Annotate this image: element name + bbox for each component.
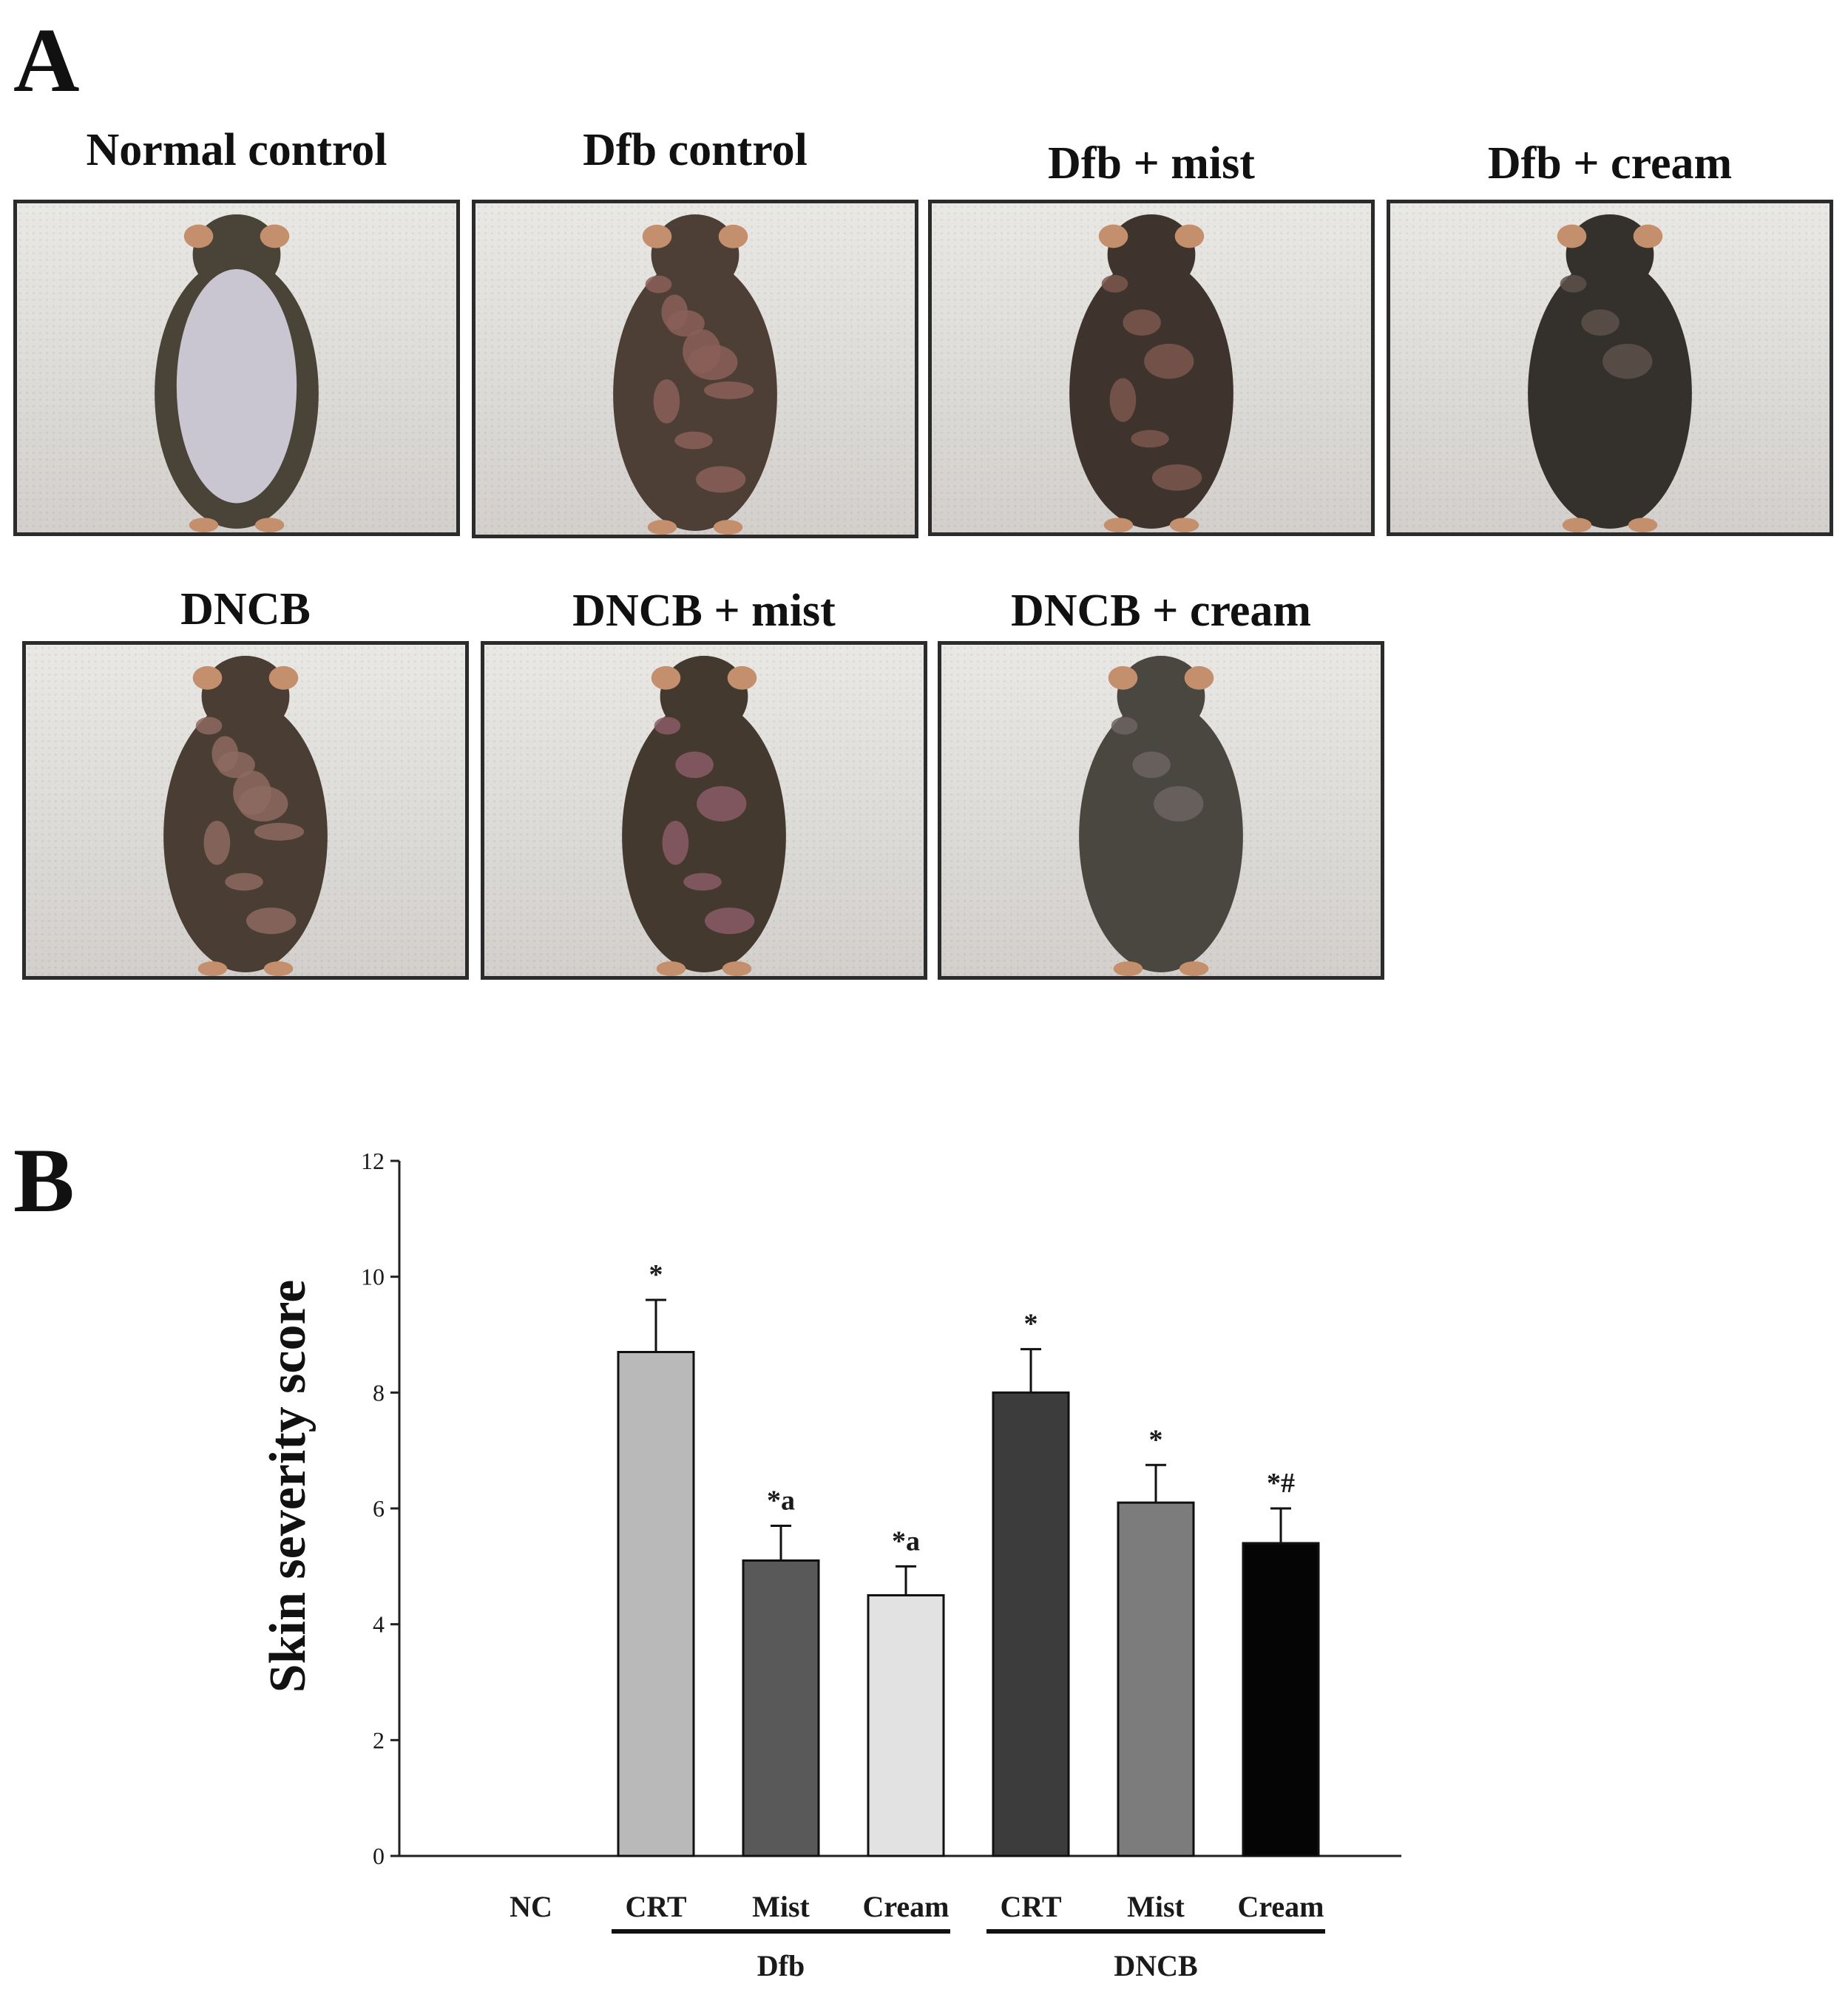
mouse-photo-normal-control xyxy=(13,200,460,536)
photo-title-dfb-cream: Dfb + cream xyxy=(1487,138,1733,189)
y-tick-label: 0 xyxy=(373,1843,385,1869)
y-tick-label: 10 xyxy=(361,1264,385,1290)
photo-title-dncb-mist: DNCB + mist xyxy=(572,586,836,636)
significance-label: *a xyxy=(892,1525,920,1556)
mouse-photo-dfb-control xyxy=(472,200,918,538)
y-tick-label: 8 xyxy=(373,1379,385,1406)
x-tick-label: Cream xyxy=(863,1890,950,1923)
mouse-photo-dncb xyxy=(22,641,469,980)
bar xyxy=(1242,1542,1320,1857)
x-tick-label: CRT xyxy=(625,1890,686,1923)
photo-title-dfb-control: Dfb control xyxy=(583,125,808,175)
photo-title-normal-control: Normal control xyxy=(86,125,387,175)
y-tick-label: 6 xyxy=(373,1495,385,1522)
photo-title-dfb-mist: Dfb + mist xyxy=(1048,138,1255,189)
x-tick-label: NC xyxy=(510,1890,552,1923)
panel-a-label: A xyxy=(13,10,80,111)
y-tick-label: 2 xyxy=(373,1727,385,1753)
group-label: DNCB xyxy=(1114,1949,1197,1982)
panel-b-label: B xyxy=(13,1130,75,1231)
bar xyxy=(742,1559,820,1857)
significance-label: *a xyxy=(767,1485,795,1517)
bar xyxy=(867,1594,945,1857)
mouse-photo-dfb-mist xyxy=(928,200,1375,536)
significance-label: *# xyxy=(1267,1468,1295,1499)
bar xyxy=(992,1391,1070,1857)
x-tick-label: Cream xyxy=(1238,1890,1324,1923)
photo-title-dncb: DNCB xyxy=(180,584,311,634)
x-tick-label: Mist xyxy=(1127,1890,1185,1923)
x-tick-label: CRT xyxy=(1000,1890,1061,1923)
photo-title-dncb-cream: DNCB + cream xyxy=(1010,586,1312,636)
x-tick-label: Mist xyxy=(752,1890,810,1923)
bar xyxy=(1117,1501,1195,1857)
mouse-photo-dfb-cream xyxy=(1387,200,1833,536)
significance-label: * xyxy=(649,1259,663,1290)
bar xyxy=(617,1351,695,1857)
significance-label: * xyxy=(1024,1309,1038,1340)
significance-label: * xyxy=(1149,1424,1163,1455)
group-label: Dfb xyxy=(757,1949,805,1982)
mouse-photo-dncb-cream xyxy=(938,641,1384,980)
y-tick-label: 4 xyxy=(373,1611,385,1638)
mouse-photo-dncb-mist xyxy=(481,641,927,980)
y-tick-label: 12 xyxy=(361,1148,385,1174)
